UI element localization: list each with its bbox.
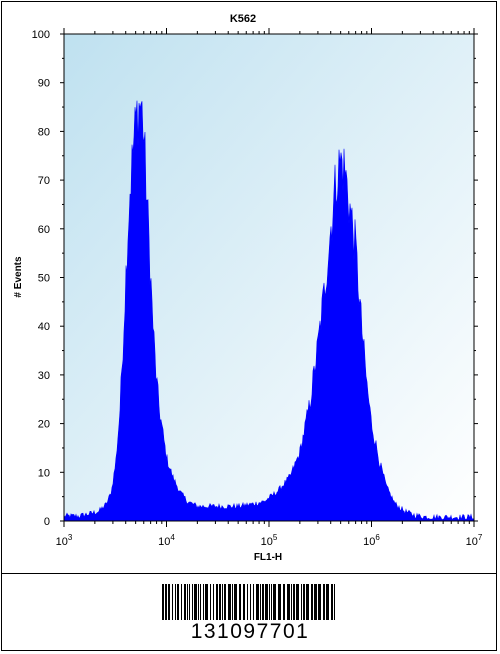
y-tick-label: 20: [38, 419, 50, 431]
barcode-bar: [287, 584, 290, 620]
barcode-bar: [198, 584, 199, 620]
barcode-bar: [243, 584, 245, 620]
barcode-bar: [296, 584, 299, 620]
x-axis-label: FL1-H: [254, 552, 282, 563]
x-tick-label: 105: [261, 533, 278, 548]
barcode-bar: [306, 584, 309, 620]
barcode-bar: [314, 584, 317, 620]
barcode-bar: [250, 584, 251, 620]
barcode-bar: [278, 584, 281, 620]
barcode-bar: [189, 584, 190, 620]
histogram-series: [63, 100, 475, 522]
barcode-bar: [331, 584, 333, 620]
barcode-bar: [194, 584, 197, 620]
x-tick-label: 103: [56, 533, 73, 548]
barcode-bar: [323, 584, 325, 620]
barcode-bar: [205, 584, 208, 620]
barcode-bar: [271, 584, 272, 620]
barcode-bar: [216, 584, 218, 620]
barcode-divider: [1, 573, 497, 574]
y-tick-label: 70: [38, 175, 50, 187]
barcode-bar: [228, 584, 231, 620]
y-tick-label: 90: [38, 78, 50, 90]
barcode-bar: [303, 584, 305, 620]
barcode-bar: [265, 584, 268, 620]
histogram-chart: 0 10 20 30 40 50 60 70 80 90 100 103 104 105 106 107 K5…: [13, 13, 483, 563]
barcode-bar: [239, 584, 241, 620]
barcode-bar: [168, 584, 170, 620]
barcode-bar: [334, 584, 335, 620]
barcode-bar: [219, 584, 221, 620]
barcode-bar: [192, 584, 193, 620]
y-tick-label: 10: [38, 467, 50, 479]
barcode-bar: [293, 584, 295, 620]
barcode-bar: [273, 584, 276, 620]
barcode-bar: [210, 584, 211, 620]
barcode-number: 131097701: [190, 620, 310, 643]
barcode-bar: [283, 584, 285, 620]
barcode-bar: [234, 584, 237, 620]
barcode-bar: [165, 584, 167, 620]
barcode-bar: [318, 584, 321, 620]
barcode-bar: [222, 584, 223, 620]
barcode-bar: [187, 584, 188, 620]
y-tick-label: 0: [44, 516, 50, 528]
barcode-bar: [200, 584, 201, 620]
y-tick-label: 80: [38, 126, 50, 138]
y-tick-label: 30: [38, 370, 50, 382]
barcode-bar: [311, 584, 313, 620]
barcode-bar: [291, 584, 292, 620]
chart-title: K562: [230, 13, 256, 25]
barcode-bar: [172, 584, 173, 620]
barcode-bar: [162, 584, 164, 620]
y-tick-label: 60: [38, 224, 50, 236]
barcode-bar: [256, 584, 259, 620]
barcode-bar: [203, 584, 204, 620]
barcode-bar: [247, 584, 248, 620]
barcode-bar: [253, 584, 254, 620]
y-axis-label: # Events: [13, 256, 24, 298]
barcode-bar: [213, 584, 214, 620]
x-tick-label: 104: [158, 533, 175, 548]
barcode-bar: [184, 584, 186, 620]
barcode-bar: [269, 584, 270, 620]
barcode-bar: [232, 584, 233, 620]
y-tick-label: 100: [32, 29, 50, 41]
barcode-bar: [224, 584, 226, 620]
barcode-bar: [181, 584, 182, 620]
barcode-bar: [301, 584, 302, 620]
y-tick-label: 40: [38, 321, 50, 333]
x-tick-label: 107: [466, 533, 483, 548]
barcode-bar: [175, 584, 176, 620]
barcode: [162, 584, 335, 620]
x-tick-label: 106: [363, 533, 380, 548]
y-tick-label: 50: [38, 273, 50, 285]
barcode-bar: [260, 584, 261, 620]
barcode-bar: [262, 584, 264, 620]
barcode-bar: [326, 584, 329, 620]
barcode-bar: [177, 584, 179, 620]
